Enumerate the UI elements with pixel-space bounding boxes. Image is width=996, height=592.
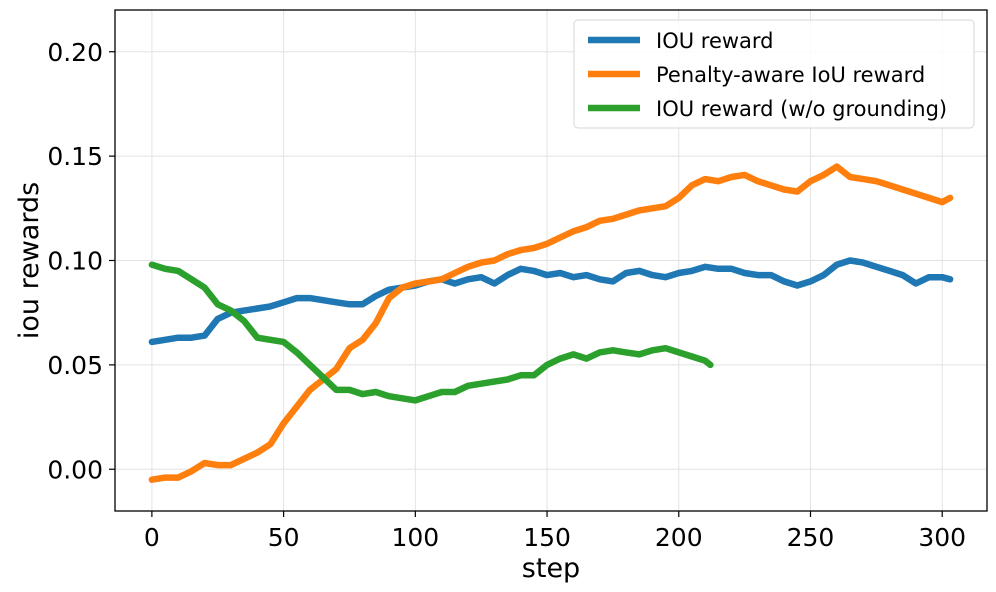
x-tick-label: 100 [391,523,439,552]
x-tick-label: 250 [787,523,835,552]
y-tick-label: 0.20 [47,38,103,67]
y-tick-label: 0.10 [47,247,103,276]
legend-entry: Penalty-aware IoU reward [656,63,925,87]
y-tick-label: 0.05 [47,351,103,380]
legend-entry: IOU reward (w/o grounding) [656,97,947,121]
ticks: 0 50 100 150 200 250 300 0.00 0.05 0.10 0.15 0.20 [47,38,966,552]
legend-entry: IOU reward [656,29,774,53]
x-axis-label: step [522,553,580,584]
x-tick-label: 50 [268,523,300,552]
series-group [148,163,954,483]
x-tick-label: 150 [523,523,571,552]
legend-box [573,19,975,129]
series-line-2 [148,163,954,483]
y-tick-label: 0.15 [47,142,103,171]
x-tick-label: 0 [144,523,160,552]
x-tick-label: 300 [918,523,966,552]
y-axis-label: iou rewards [14,182,45,339]
legend: IOU reward Penalty-aware IoU reward IOU re… [573,19,975,129]
y-tick-label: 0.00 [47,455,103,484]
x-tick-label: 200 [655,523,703,552]
series-line-3 [148,261,714,404]
series-line-1 [148,257,954,346]
